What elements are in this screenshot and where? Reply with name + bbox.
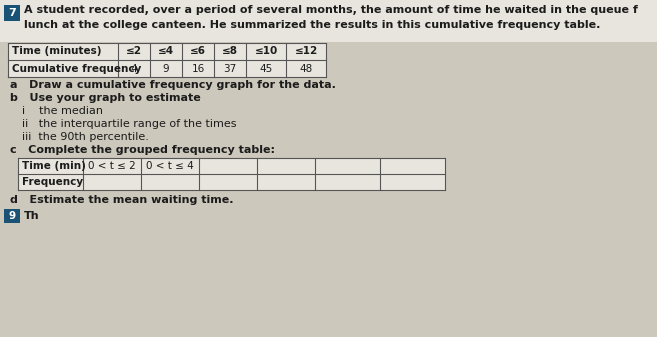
Bar (4, 209, 20, 223)
Text: ≤6: ≤6 (190, 47, 206, 57)
Text: ii   the interquartile range of the times: ii the interquartile range of the times (22, 119, 237, 129)
Text: Cumulative frequency: Cumulative frequency (12, 63, 141, 73)
Text: Time (min): Time (min) (22, 161, 86, 171)
Text: ≤4: ≤4 (158, 47, 174, 57)
Text: Th: Th (24, 211, 39, 221)
Bar (8, 43, 326, 60)
Bar (8, 60, 326, 77)
Text: ≤2: ≤2 (126, 47, 142, 57)
Text: 9: 9 (9, 211, 16, 221)
Text: iii  the 90th percentile.: iii the 90th percentile. (22, 132, 149, 142)
Text: 4: 4 (131, 63, 137, 73)
Text: Frequency: Frequency (22, 177, 83, 187)
Bar (18, 158, 445, 190)
Text: A student recorded, over a period of several months, the amount of time he waite: A student recorded, over a period of sev… (24, 5, 638, 15)
Text: c   Complete the grouped frequency table:: c Complete the grouped frequency table: (10, 145, 275, 155)
Text: 0 < t ≤ 4: 0 < t ≤ 4 (146, 161, 194, 171)
Bar (0, 0, 657, 42)
Text: i    the median: i the median (22, 106, 103, 116)
Text: lunch at the college canteen. He summarized the results in this cumulative frequ: lunch at the college canteen. He summari… (24, 20, 600, 30)
Text: ≤8: ≤8 (222, 47, 238, 57)
Text: a   Draw a cumulative frequency graph for the data.: a Draw a cumulative frequency graph for … (10, 80, 336, 90)
Text: 45: 45 (260, 63, 273, 73)
Text: 48: 48 (300, 63, 313, 73)
Text: 7: 7 (8, 8, 16, 18)
Text: 0 < t ≤ 2: 0 < t ≤ 2 (88, 161, 136, 171)
Text: d   Estimate the mean waiting time.: d Estimate the mean waiting time. (10, 195, 233, 205)
Text: 16: 16 (191, 63, 204, 73)
Text: b   Use your graph to estimate: b Use your graph to estimate (10, 93, 201, 103)
Text: ≤10: ≤10 (254, 47, 278, 57)
Text: 37: 37 (223, 63, 237, 73)
Text: ≤12: ≤12 (294, 47, 317, 57)
Text: 9: 9 (163, 63, 170, 73)
Text: Time (minutes): Time (minutes) (12, 47, 101, 57)
Bar (4, 5, 20, 21)
